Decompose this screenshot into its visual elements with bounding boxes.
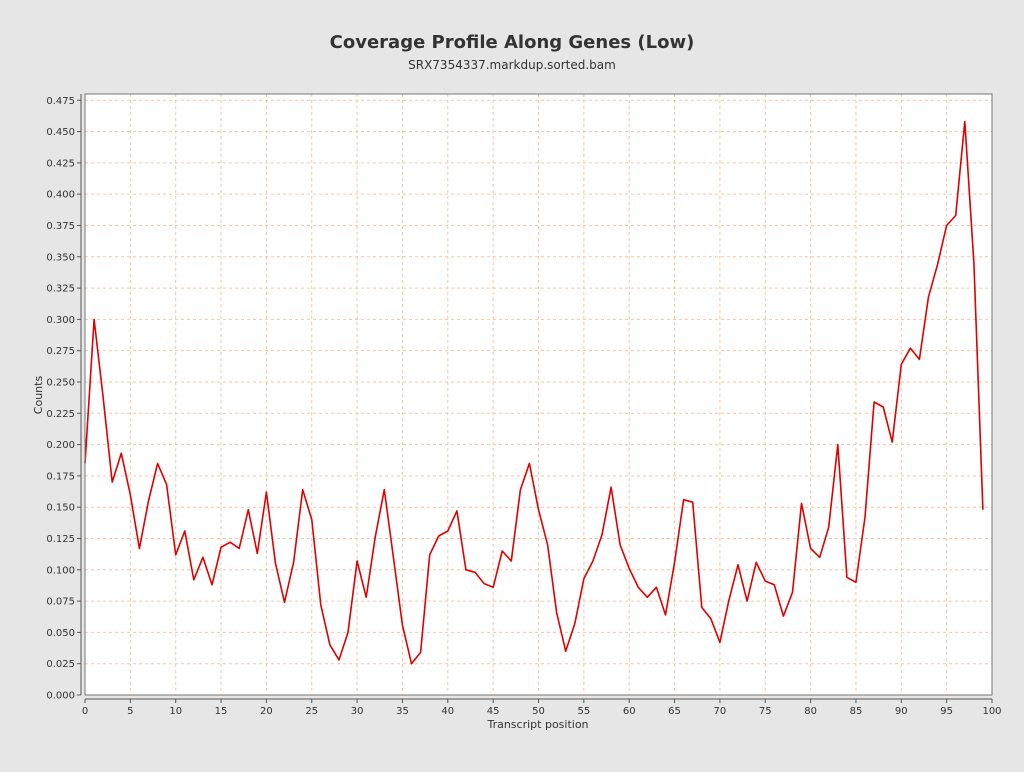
y-tick-label: 0.200 (46, 440, 75, 451)
x-tick-label: 95 (940, 706, 953, 717)
x-tick-label: 15 (215, 706, 228, 717)
y-tick-label: 0.375 (46, 221, 75, 232)
x-tick-label: 20 (260, 706, 273, 717)
x-tick-label: 25 (305, 706, 318, 717)
y-tick-label: 0.225 (46, 409, 75, 420)
y-tick-label: 0.300 (46, 315, 75, 326)
y-tick-label: 0.050 (46, 628, 75, 639)
x-tick-label: 30 (351, 706, 364, 717)
y-tick-label: 0.100 (46, 565, 75, 576)
x-axis-label: Transcript position (486, 718, 588, 731)
y-tick-label: 0.125 (46, 534, 75, 545)
x-tick-label: 55 (577, 706, 590, 717)
x-tick-label: 65 (668, 706, 681, 717)
x-tick-label: 90 (895, 706, 908, 717)
x-tick-label: 70 (714, 706, 727, 717)
chart-subtitle: SRX7354337.markdup.sorted.bam (408, 58, 616, 72)
y-tick-label: 0.275 (46, 346, 75, 357)
y-tick-label: 0.250 (46, 377, 75, 388)
x-tick-label: 60 (623, 706, 636, 717)
x-tick-label: 40 (441, 706, 454, 717)
y-tick-label: 0.075 (46, 597, 75, 608)
x-tick-label: 35 (396, 706, 409, 717)
y-tick-label: 0.425 (46, 158, 75, 169)
x-tick-label: 75 (759, 706, 772, 717)
grid-lines (85, 94, 992, 695)
y-tick-label: 0.025 (46, 659, 75, 670)
x-tick-label: 85 (850, 706, 863, 717)
y-tick-label: 0.325 (46, 284, 75, 295)
x-tick-label: 50 (532, 706, 545, 717)
y-tick-label: 0.175 (46, 471, 75, 482)
x-tick-label: 45 (487, 706, 500, 717)
x-tick-label: 80 (804, 706, 817, 717)
y-tick-label: 0.450 (46, 127, 75, 138)
y-tick-label: 0.350 (46, 252, 75, 263)
x-tick-label: 100 (982, 706, 1001, 717)
y-tick-label: 0.150 (46, 503, 75, 514)
x-tick-label: 10 (169, 706, 182, 717)
x-tick-label: 5 (127, 706, 133, 717)
y-tick-label: 0.475 (46, 96, 75, 107)
y-tick-label: 0.400 (46, 190, 75, 201)
y-axis-label: Counts (32, 376, 45, 415)
y-tick-label: 0.000 (46, 691, 75, 702)
x-tick-label: 0 (82, 706, 88, 717)
chart-title: Coverage Profile Along Genes (Low) (330, 32, 695, 53)
